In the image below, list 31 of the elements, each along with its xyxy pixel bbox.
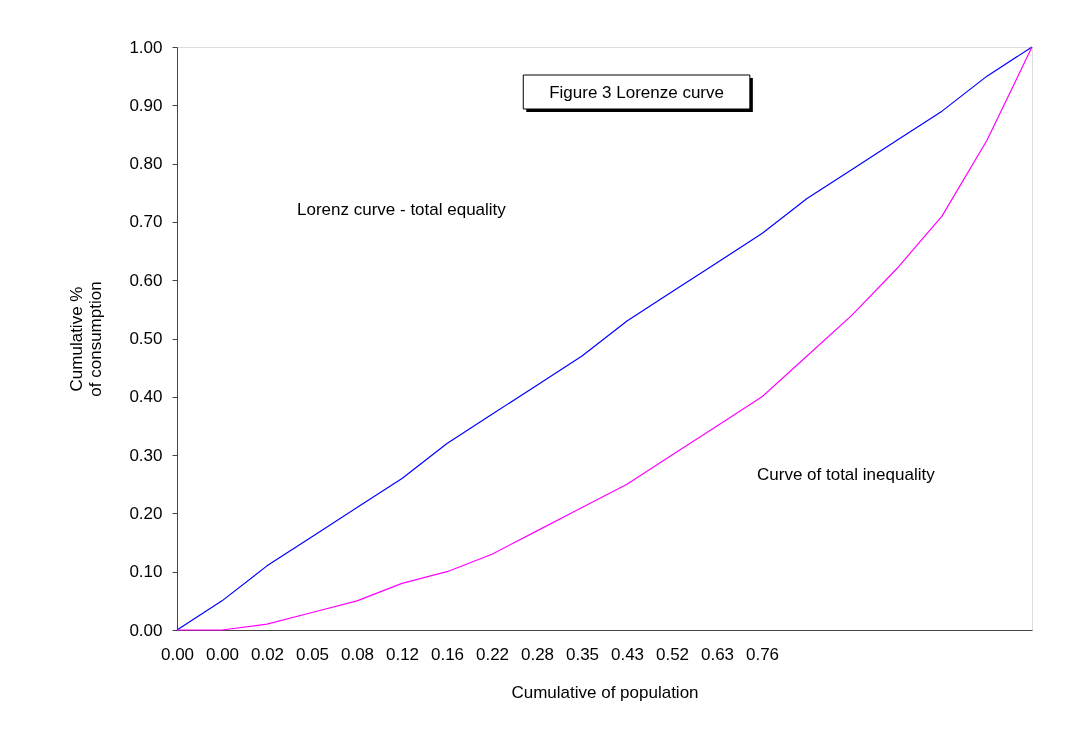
y-tick-label: 0.20 <box>129 503 163 523</box>
annotation: Curve of total inequality <box>757 465 936 484</box>
x-axis-title: Cumulative of population <box>511 682 699 702</box>
y-tick-label: 0.40 <box>129 387 163 407</box>
x-tick-label: 0.76 <box>745 644 780 664</box>
x-tick-label: 0.00 <box>205 644 240 664</box>
y-tick-label: 0.70 <box>129 212 163 232</box>
x-tick-label: 0.28 <box>520 644 555 664</box>
x-tick-label: 0.35 <box>565 644 600 664</box>
y-tick-label: 0.90 <box>129 95 163 115</box>
y-tick-label: 0.80 <box>129 154 163 174</box>
y-tick-label: 0.30 <box>129 445 163 465</box>
x-tick-label: 0.22 <box>475 644 510 664</box>
text: Figure 3 Lorenze curve <box>549 83 724 102</box>
y-axis-title: Cumulative % of consumption <box>67 281 106 397</box>
y-tick-label: 0.10 <box>129 562 163 582</box>
y-tick-label: 0.00 <box>129 620 163 640</box>
y-tick-label: 0.50 <box>129 329 163 348</box>
x-tick-label: 0.00 <box>160 644 195 664</box>
x-tick-label: 0.05 <box>295 644 330 664</box>
x-tick-label: 0.63 <box>700 644 735 664</box>
x-tick-label: 0.08 <box>340 644 375 664</box>
x-tick-label: 0.12 <box>385 644 420 664</box>
y-tick-label: 1.00 <box>129 37 163 57</box>
x-tick-label: 0.02 <box>250 644 285 664</box>
x-tick-label: 0.43 <box>610 644 645 664</box>
annotation: Lorenz curve - total equality <box>297 200 507 219</box>
y-tick-label: 0.60 <box>129 270 163 290</box>
x-tick-label: 0.16 <box>430 644 465 664</box>
line-series <box>176 46 1033 631</box>
x-tick-label: 0.52 <box>655 644 690 664</box>
